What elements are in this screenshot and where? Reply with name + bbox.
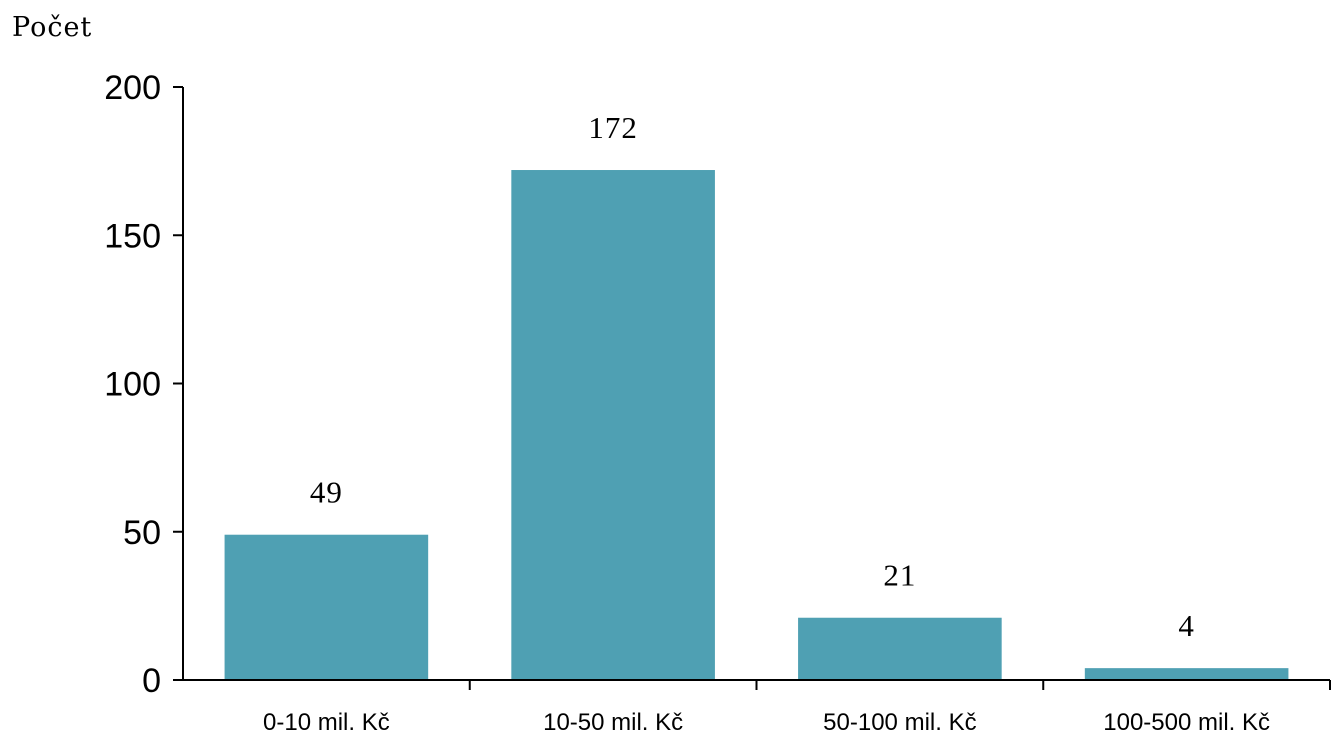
x-ticks-group xyxy=(468,680,1331,690)
category-label: 50-100 mil. Kč xyxy=(823,709,976,736)
bar-value-label: 4 xyxy=(1178,608,1195,643)
category-label: 100-500 mil. Kč xyxy=(1103,709,1270,736)
bars-group xyxy=(224,170,1289,680)
bar xyxy=(1084,668,1289,680)
y-tick-label: 150 xyxy=(104,217,161,255)
category-label: 10-50 mil. Kč xyxy=(543,709,683,736)
y-axis-label: Počet xyxy=(12,12,92,43)
bar xyxy=(511,170,715,680)
bar-value-label: 172 xyxy=(588,110,638,145)
data-labels-group: 49 172 21 4 xyxy=(310,110,1195,643)
y-ticks-group: 0 50 100 150 200 xyxy=(104,69,183,700)
y-tick-label: 200 xyxy=(104,69,161,107)
bar xyxy=(224,534,429,680)
y-tick-label: 0 xyxy=(142,662,161,700)
bar xyxy=(798,617,1002,680)
category-label: 0-10 mil. Kč xyxy=(263,709,390,736)
category-labels-group: 0-10 mil. Kč 10-50 mil. Kč 50-100 mil. Kč 1… xyxy=(263,709,1270,736)
bar-value-label: 21 xyxy=(883,558,916,593)
y-tick-label: 100 xyxy=(104,366,161,404)
bar-value-label: 49 xyxy=(310,475,343,510)
y-tick-label: 50 xyxy=(123,514,161,552)
